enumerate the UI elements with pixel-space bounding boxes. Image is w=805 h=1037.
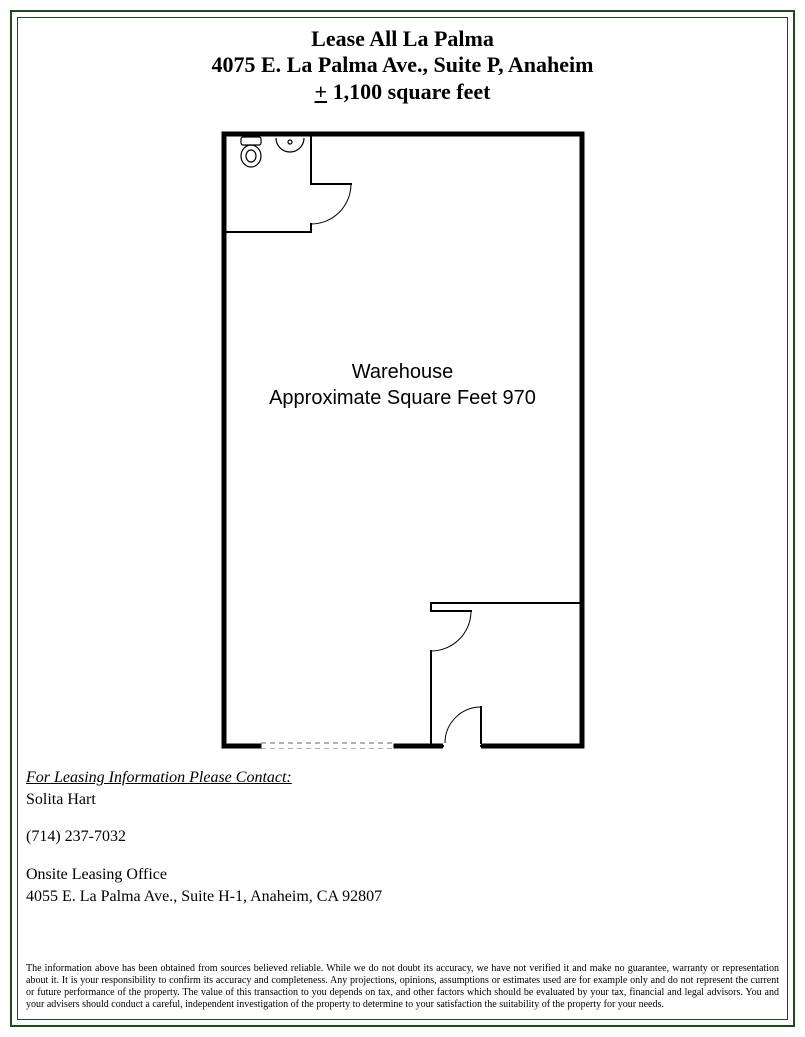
sqft-text: 1,100 square feet (327, 79, 490, 104)
contact-phone: (714) 237-7032 (26, 826, 779, 848)
page-content: Lease All La Palma 4075 E. La Palma Ave.… (26, 26, 779, 1011)
floorplan-svg (221, 131, 585, 749)
header-line3: + 1,100 square feet (315, 79, 491, 105)
contact-heading: For Leasing Information Please Contact: (26, 767, 779, 789)
floorplan-label-2: Approximate Square Feet 970 (221, 385, 585, 411)
floorplan-diagram: Warehouse Approximate Square Feet 970 (221, 131, 585, 749)
header-line1: Lease All La Palma (26, 26, 779, 52)
floorplan-label-1: Warehouse (221, 359, 585, 385)
disclaimer-text: The information above has been obtained … (26, 963, 779, 1011)
header-line2: 4075 E. La Palma Ave., Suite P, Anaheim (26, 52, 779, 78)
contact-office: Onsite Leasing Office (26, 864, 779, 886)
header: Lease All La Palma 4075 E. La Palma Ave.… (26, 26, 779, 105)
contact-block: For Leasing Information Please Contact: … (26, 767, 779, 907)
floorplan-label: Warehouse Approximate Square Feet 970 (221, 359, 585, 411)
contact-name: Solita Hart (26, 789, 779, 811)
contact-address: 4055 E. La Palma Ave., Suite H-1, Anahei… (26, 886, 779, 908)
plus-minus: + (315, 79, 328, 104)
